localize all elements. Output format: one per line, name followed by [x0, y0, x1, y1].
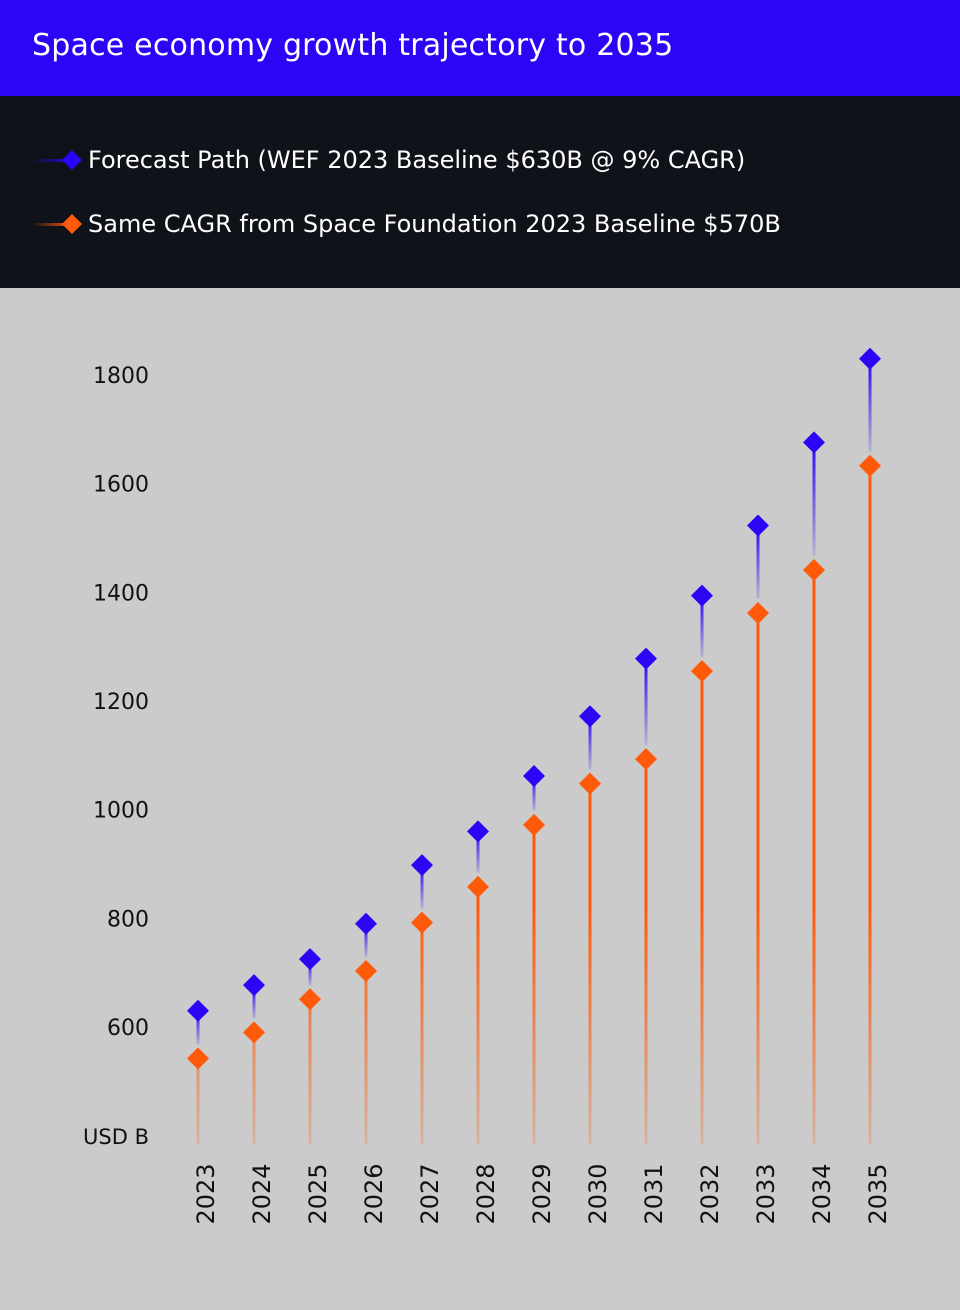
stems: [196, 358, 872, 1144]
stem-forecast: [476, 831, 480, 873]
stem-forecast: [252, 985, 256, 1019]
marker-space-foundation: [411, 911, 433, 934]
y-tick-label: 1600: [93, 473, 149, 498]
legend: Forecast Path (WEF 2023 Baseline $630B @…: [0, 96, 960, 288]
x-tick-label: 2025: [304, 1163, 332, 1224]
title-banner: Space economy growth trajectory to 2035: [0, 0, 960, 96]
stem-forecast: [364, 923, 368, 958]
stem-space-foundation: [644, 759, 648, 1144]
marker-space-foundation: [467, 875, 489, 898]
stem-space-foundation: [700, 671, 704, 1144]
chart-title: Space economy growth trajectory to 2035: [32, 28, 674, 63]
markers: [187, 347, 881, 1070]
x-tick-label: 2030: [584, 1163, 612, 1224]
chart-area: 1800 1600 1400 1200 1000 800 600 USD B 2023 2024…: [0, 288, 960, 1310]
y-tick-label: 1000: [93, 799, 149, 824]
x-tick-label: 2023: [192, 1163, 220, 1224]
marker-forecast: [803, 431, 825, 454]
stem-space-foundation: [532, 824, 536, 1144]
chart-plot: 1800 1600 1400 1200 1000 800 600 USD B 2023 2024…: [83, 347, 892, 1225]
marker-forecast: [523, 764, 545, 787]
marker-forecast: [747, 514, 769, 537]
marker-forecast: [243, 974, 265, 997]
marker-forecast: [467, 820, 489, 843]
marker-forecast: [299, 948, 321, 971]
marker-space-foundation: [803, 559, 825, 582]
marker-forecast: [355, 912, 377, 935]
stem-forecast: [868, 358, 872, 452]
y-tick-label: 600: [107, 1016, 149, 1041]
marker-space-foundation: [355, 960, 377, 983]
marker-forecast: [579, 705, 601, 728]
y-axis-unit-label: USD B: [83, 1125, 149, 1149]
x-tick-label: 2028: [472, 1163, 500, 1224]
x-tick-label: 2034: [808, 1163, 836, 1224]
stem-forecast: [700, 595, 704, 658]
x-tick-label: 2024: [248, 1163, 276, 1224]
marker-space-foundation: [635, 748, 657, 771]
marker-forecast: [187, 999, 209, 1022]
legend-item-forecast: Forecast Path (WEF 2023 Baseline $630B @…: [32, 140, 745, 180]
stem-space-foundation: [364, 971, 368, 1144]
y-tick-label: 1400: [93, 581, 149, 606]
marker-space-foundation: [187, 1047, 209, 1070]
legend-item-space-foundation: Same CAGR from Space Foundation 2023 Bas…: [32, 204, 781, 244]
stem-forecast: [420, 865, 424, 909]
stem-forecast: [196, 1010, 200, 1045]
stem-space-foundation: [812, 570, 816, 1144]
x-tick-label: 2032: [696, 1163, 724, 1224]
stem-space-foundation: [196, 1058, 200, 1144]
stem-forecast: [532, 775, 536, 811]
x-tick-label: 2026: [360, 1163, 388, 1224]
stem-space-foundation: [420, 922, 424, 1144]
stem-space-foundation: [756, 612, 760, 1144]
marker-space-foundation: [579, 772, 601, 795]
stem-space-foundation: [308, 999, 312, 1144]
marker-space-foundation: [747, 601, 769, 624]
stem-space-foundation: [588, 783, 592, 1144]
x-tick-label: 2027: [416, 1163, 444, 1224]
marker-space-foundation: [299, 988, 321, 1011]
y-axis: 1800 1600 1400 1200 1000 800 600 USD B: [83, 364, 149, 1149]
x-tick-label: 2031: [640, 1163, 668, 1224]
stem-forecast: [588, 716, 592, 770]
marker-space-foundation: [523, 813, 545, 836]
stem-space-foundation: [476, 886, 480, 1144]
x-tick-label: 2033: [752, 1163, 780, 1224]
y-tick-label: 800: [107, 907, 149, 932]
legend-swatch-forecast-icon: [32, 150, 82, 170]
marker-space-foundation: [691, 660, 713, 683]
marker-space-foundation: [859, 454, 881, 477]
stem-space-foundation: [252, 1032, 256, 1144]
stem-forecast: [644, 658, 648, 746]
marker-forecast: [859, 347, 881, 370]
x-tick-label: 2029: [528, 1163, 556, 1224]
marker-forecast: [691, 584, 713, 607]
stem-forecast: [812, 442, 816, 557]
y-tick-label: 1800: [93, 364, 149, 389]
y-tick-label: 1200: [93, 690, 149, 715]
x-tick-label: 2035: [864, 1163, 892, 1224]
legend-swatch-space-foundation-icon: [32, 214, 82, 234]
stem-forecast: [308, 959, 312, 986]
marker-forecast: [411, 854, 433, 877]
legend-label-forecast: Forecast Path (WEF 2023 Baseline $630B @…: [88, 146, 746, 174]
marker-forecast: [635, 647, 657, 670]
x-axis: 2023 2024 2025 2026 2027 2028 2029 2030 2031 2032…: [192, 1163, 892, 1224]
stem-space-foundation: [868, 465, 872, 1144]
legend-label-space-foundation: Same CAGR from Space Foundation 2023 Bas…: [88, 210, 781, 238]
marker-space-foundation: [243, 1021, 265, 1044]
stem-forecast: [756, 525, 760, 599]
